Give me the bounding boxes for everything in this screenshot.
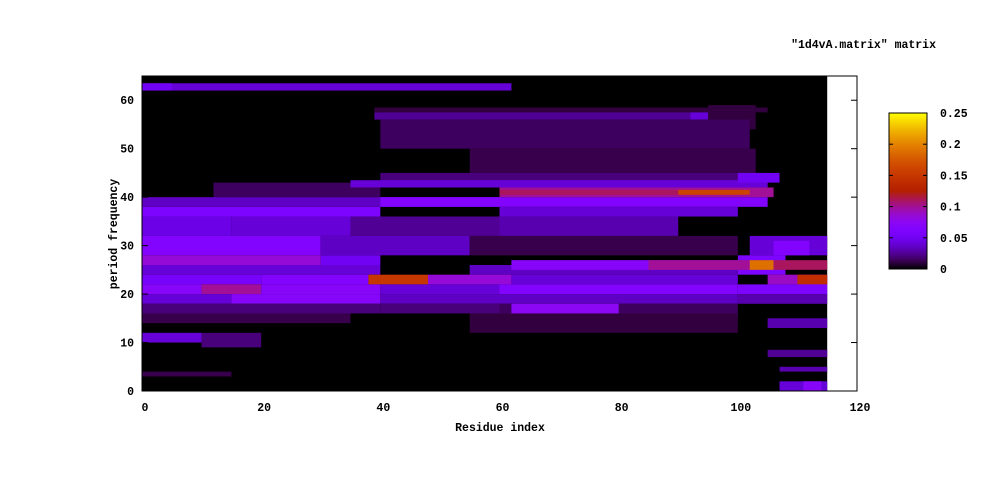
y-tick-label: 20 (120, 289, 134, 302)
heatmap-cell (142, 294, 232, 304)
colorbar-tick-label: 0.15 (940, 170, 968, 183)
heatmap-cell (773, 240, 810, 256)
heatmap-cell (142, 313, 351, 324)
y-tick-label: 40 (120, 192, 134, 205)
heatmap-cell (469, 235, 738, 256)
heatmap-cell (231, 294, 381, 304)
heatmap-cell (142, 371, 232, 377)
heatmap-cell (690, 112, 709, 120)
heatmap-cell (142, 197, 500, 207)
heatmap-cell (380, 197, 768, 207)
y-tick-label: 60 (120, 95, 134, 108)
heatmap-cell (142, 332, 202, 343)
y-tick-label: 10 (120, 338, 134, 351)
heatmap-cell (201, 284, 262, 295)
heatmap-cell (350, 216, 500, 236)
x-tick-label: 60 (496, 402, 510, 415)
heatmap-cell (749, 260, 774, 270)
colorbar-tick-label: 0.1 (940, 202, 961, 215)
y-tick-label: 30 (120, 241, 134, 254)
heatmap-cell (648, 260, 750, 270)
x-tick-label: 100 (730, 402, 751, 415)
heatmap-cell (767, 318, 828, 328)
heatmap-cell (142, 303, 381, 314)
heatmap-cell (142, 255, 321, 265)
heatmap-cell (142, 235, 321, 256)
heatmap-cell (737, 284, 828, 295)
colorbar-tick-label: 0 (940, 264, 947, 277)
heatmap-cell (320, 235, 470, 256)
heatmap-cell (797, 274, 828, 285)
heatmap-cell (511, 274, 738, 285)
heatmap-cell (773, 260, 828, 270)
heatmap-cell (499, 206, 738, 217)
heatmap-cell (368, 274, 428, 285)
y-tick-label: 50 (120, 144, 134, 157)
heatmap-cell (499, 284, 738, 295)
heatmap-cell (142, 83, 172, 91)
heatmap-cell (374, 107, 768, 113)
heatmap-cell (142, 265, 381, 275)
x-tick-label: 20 (257, 402, 271, 415)
chart-title: "1d4vA.matrix" matrix (791, 39, 936, 52)
heatmap-cells (142, 76, 828, 391)
x-tick-label: 40 (376, 402, 390, 415)
x-axis-label: Residue index (455, 422, 545, 435)
heatmap-cell (380, 284, 500, 295)
y-tick-label: 0 (127, 386, 134, 399)
heatmap-cell (803, 381, 822, 391)
x-tick-label: 120 (850, 402, 871, 415)
heatmap-cell (320, 255, 381, 265)
heatmap-cell (511, 260, 738, 270)
heatmap-cell (469, 148, 756, 173)
heatmap-cell (142, 216, 232, 236)
colorbar-tick-label: 0.2 (940, 139, 961, 152)
heatmap-cell (380, 303, 500, 314)
heatmap-cell (499, 189, 738, 195)
heatmap-cell (499, 216, 679, 236)
heatmap-cell (261, 284, 381, 295)
axes: 0 20 40 60 80 100 120 0 10 20 30 40 50 60 (120, 75, 871, 415)
heatmap-cell (779, 366, 828, 372)
heatmap-cell (142, 83, 512, 91)
x-tick-label: 80 (615, 402, 629, 415)
heatmap-cell (350, 180, 768, 188)
heatmap-cell (678, 189, 750, 195)
heatmap-cell (737, 294, 828, 304)
heatmap-cell (767, 274, 828, 285)
colorbar-gradient (888, 112, 928, 270)
x-tick-label: 0 (142, 402, 149, 415)
heatmap-cell (213, 182, 381, 198)
heatmap-cell (380, 294, 738, 304)
heatmap-cell (142, 274, 262, 285)
heatmap-cell (261, 274, 369, 285)
heatmap-cell (767, 349, 828, 358)
heatmap-cell (142, 284, 202, 295)
heatmap-cell (428, 274, 512, 285)
heatmap-cell (380, 119, 750, 149)
heatmap-cell (511, 303, 619, 314)
heatmap-cell (469, 313, 738, 333)
heatmap-cell (142, 206, 381, 217)
heatmap-cell (231, 216, 351, 236)
colorbar-tick-label: 0.25 (940, 108, 968, 121)
heatmap-cell (201, 332, 262, 348)
y-axis-label: period frequency (108, 179, 121, 290)
heatmap-cell (737, 172, 780, 183)
colorbar: 0 0.05 0.1 0.15 0.2 0.25 (888, 108, 968, 277)
colorbar-tick-label: 0.05 (940, 233, 968, 246)
heatmap-cell (374, 112, 691, 120)
